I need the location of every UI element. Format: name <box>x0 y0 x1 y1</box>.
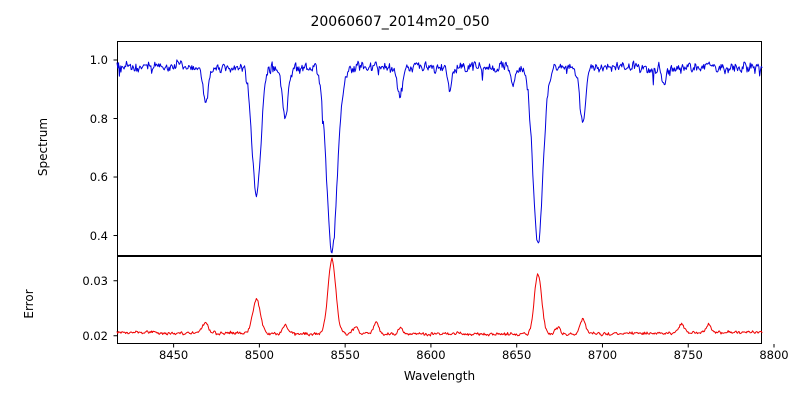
error-plot-area <box>117 256 762 344</box>
error-ytick-label: 0.02 <box>82 328 108 343</box>
xtick-label: 8650 <box>502 348 532 362</box>
error-ytick-label: 0.03 <box>82 273 108 288</box>
xtick-label: 8800 <box>759 348 789 362</box>
spectrum-ytick-label: 0.4 <box>89 228 108 243</box>
error-data-curve <box>116 257 763 337</box>
spectrum-plot-area <box>117 41 762 256</box>
xtick-label: 8750 <box>673 348 703 362</box>
tick-marks <box>113 59 775 348</box>
xtick-label: 8550 <box>330 348 360 362</box>
spectrum-ytick-label: 1.0 <box>89 53 108 67</box>
x-axis-label: Wavelength <box>403 369 476 383</box>
xtick-label: 8700 <box>587 348 618 362</box>
xtick-label: 8500 <box>244 348 275 362</box>
spectrum-data-curve <box>116 59 763 254</box>
spectrum-ytick-label: 0.6 <box>89 170 108 185</box>
xtick-label: 8600 <box>416 348 446 362</box>
xtick-label: 8450 <box>158 348 189 362</box>
spectrum-ytick-label: 0.8 <box>89 111 108 126</box>
page-title: 20060607_2014m20_050 <box>310 14 490 30</box>
